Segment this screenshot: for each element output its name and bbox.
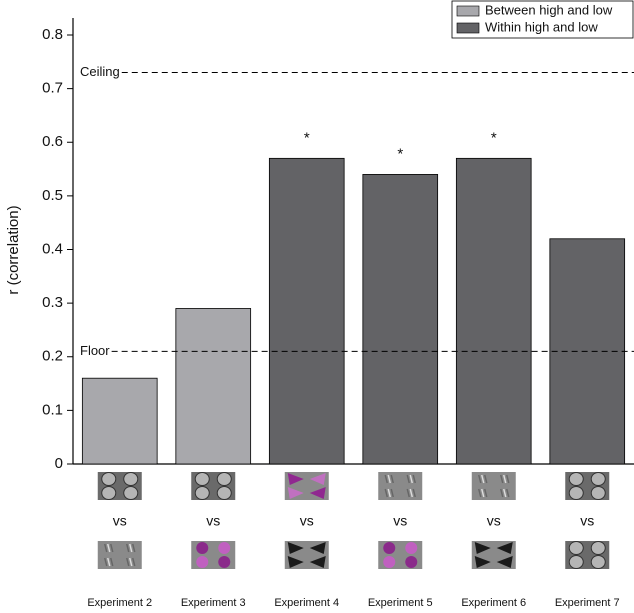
y-tick-label: 0.3 xyxy=(42,294,63,311)
icon-face xyxy=(217,487,231,500)
icon-circle xyxy=(196,542,208,554)
icon-face xyxy=(217,473,231,486)
x-tick-label: Experiment 6 xyxy=(461,597,526,609)
reference-label: Ceiling xyxy=(80,64,120,79)
stimulus-icon xyxy=(285,541,329,569)
icon-face xyxy=(569,556,583,569)
stimulus-icon xyxy=(565,472,609,500)
x-tick-label: Experiment 5 xyxy=(368,597,433,609)
significance-marker: * xyxy=(304,129,310,146)
reference-label: Floor xyxy=(80,343,110,358)
icon-face xyxy=(591,487,605,500)
bar xyxy=(82,378,157,464)
icon-circle xyxy=(196,556,208,568)
x-tick-label: Experiment 2 xyxy=(87,597,152,609)
stimulus-icon xyxy=(565,541,609,569)
chart: r (correlation) 0 0.1 0.2 0.3 0.4 0.5 0.6 0.7 0.… xyxy=(0,0,634,613)
stimulus-icon xyxy=(98,472,142,500)
comparison-label: vs xyxy=(487,513,501,529)
icon-face xyxy=(124,473,138,486)
y-tick-label: 0.7 xyxy=(42,80,63,97)
comparison-label: vs xyxy=(206,513,220,529)
icon-face xyxy=(195,487,209,500)
y-tick-label: 0.6 xyxy=(42,133,63,150)
icon-face xyxy=(569,542,583,555)
y-axis-label: r (correlation) xyxy=(5,205,22,294)
stimulus-icon xyxy=(472,472,516,500)
comparison-label: vs xyxy=(113,513,127,529)
bar xyxy=(176,308,251,464)
y-tick-label: 0.5 xyxy=(42,187,63,204)
comparison-label: vs xyxy=(300,513,314,529)
x-tick-label: Experiment 4 xyxy=(274,597,339,609)
icon-circle xyxy=(218,542,230,554)
y-tick-label: 0.2 xyxy=(42,348,63,365)
stimulus-icon xyxy=(378,472,422,500)
icon-face xyxy=(102,487,116,500)
icon-face xyxy=(102,473,116,486)
y-tick-label: 0 xyxy=(55,455,63,472)
significance-marker: * xyxy=(491,129,497,146)
icon-face xyxy=(591,556,605,569)
stimulus-icon xyxy=(191,472,235,500)
icon-face xyxy=(591,542,605,555)
page: r (correlation) 0 0.1 0.2 0.3 0.4 0.5 0.6 0.7 0.… xyxy=(0,0,634,613)
y-tick-label: 0.4 xyxy=(42,240,63,257)
icon-face xyxy=(569,473,583,486)
significance-marker: * xyxy=(397,145,403,162)
icon-circle xyxy=(405,556,417,568)
comparison-label: vs xyxy=(393,513,407,529)
y-tick-label: 0.1 xyxy=(42,401,63,418)
icon-circle xyxy=(405,542,417,554)
legend-label: Between high and low xyxy=(485,2,613,17)
x-tick-label: Experiment 7 xyxy=(555,597,620,609)
stimulus-icon xyxy=(378,541,422,569)
icon-face xyxy=(124,487,138,500)
icon-face xyxy=(195,473,209,486)
legend-label: Within high and low xyxy=(485,19,598,34)
icon-circle xyxy=(383,542,395,554)
legend-swatch xyxy=(457,23,479,33)
bar xyxy=(269,158,344,464)
bar xyxy=(363,174,438,464)
stimulus-icon xyxy=(472,541,516,569)
stimulus-icon xyxy=(98,541,142,569)
y-tick-label: 0.8 xyxy=(42,26,63,43)
legend-swatch xyxy=(457,6,479,16)
stimulus-icon xyxy=(285,472,329,500)
icon-face xyxy=(569,487,583,500)
icon-face xyxy=(591,473,605,486)
icon-circle xyxy=(383,556,395,568)
stimulus-icon xyxy=(191,541,235,569)
comparison-label: vs xyxy=(580,513,594,529)
icon-circle xyxy=(218,556,230,568)
bar xyxy=(456,158,531,464)
x-tick-label: Experiment 3 xyxy=(181,597,246,609)
